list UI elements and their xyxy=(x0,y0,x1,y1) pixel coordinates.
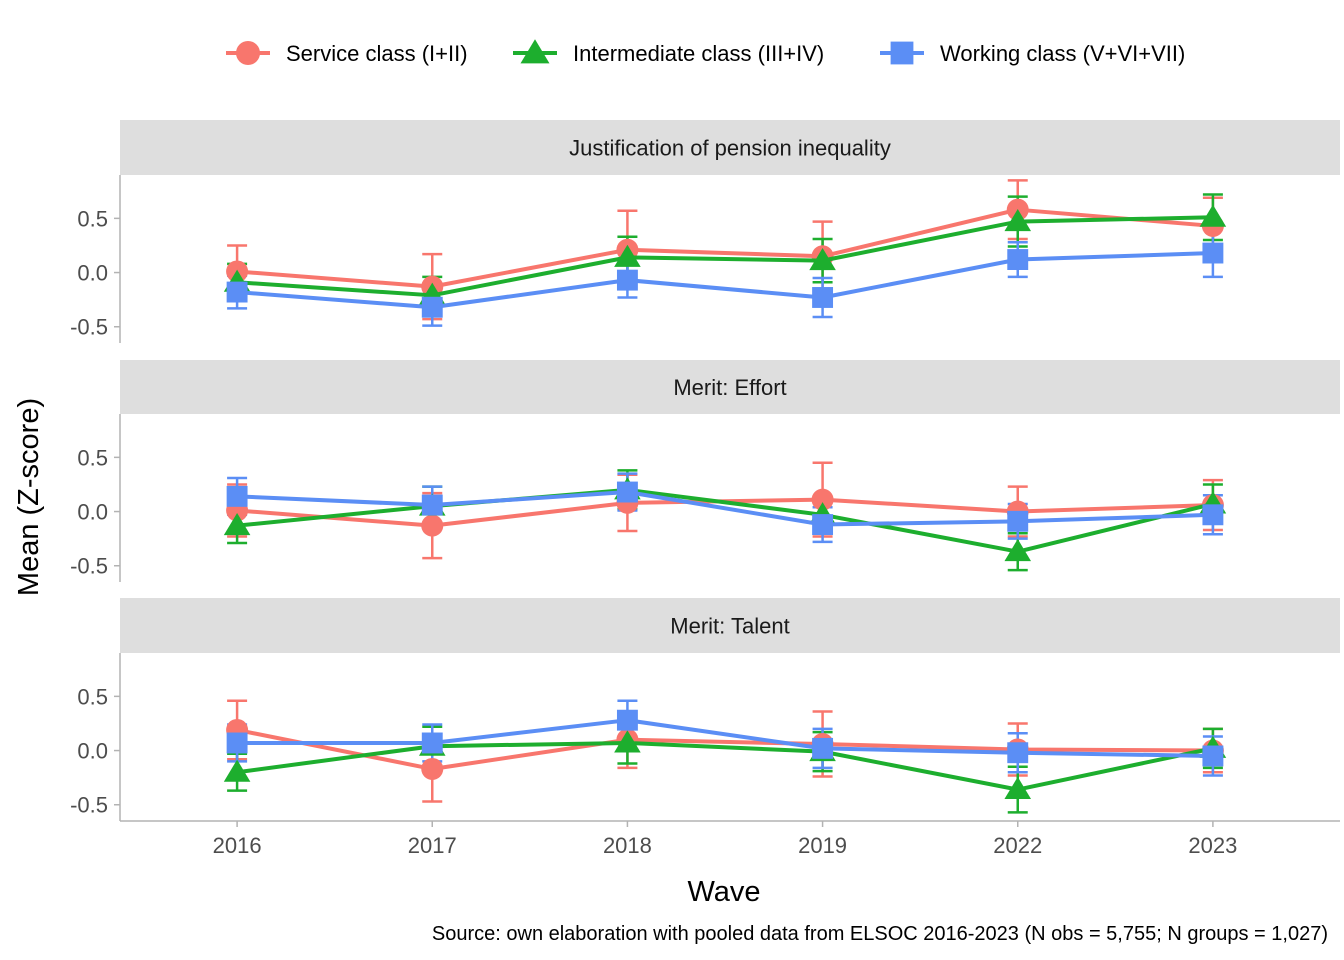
data-point-working-class-v-vi-vii xyxy=(226,485,248,507)
legend-key-marker-intermediate-class-iii-iv xyxy=(520,39,550,64)
series-line-intermediate-class-iii-iv xyxy=(236,740,1214,792)
series-line-working-class-v-vi-vii xyxy=(236,251,1213,310)
x-tick-label: 2018 xyxy=(603,833,652,858)
data-point-working-class-v-vi-vii xyxy=(812,514,834,536)
panel-2: Merit: Effort 0.5 0.0 -0.5 xyxy=(70,360,1340,582)
x-tick-label: 2016 xyxy=(213,833,262,858)
x-tick-label: 2022 xyxy=(993,833,1042,858)
data-point-working-class-v-vi-vii xyxy=(1202,504,1224,526)
legend-label-service-class-i-ii: Service class (I+II) xyxy=(286,41,468,66)
data-point-working-class-v-vi-vii xyxy=(1202,745,1224,767)
data-point-intermediate-class-iii-iv xyxy=(1004,208,1032,232)
series-line-working-class-v-vi-vii xyxy=(237,718,1213,758)
data-point-working-class-v-vi-vii xyxy=(1007,510,1029,532)
legend-label-working-class-v-vi-vii: Working class (V+VI+VII) xyxy=(940,41,1185,66)
data-point-working-class-v-vi-vii xyxy=(421,732,443,754)
data-point-intermediate-class-iii-iv xyxy=(614,730,641,753)
legend-label-intermediate-class-iii-iv: Intermediate class (III+IV) xyxy=(573,41,824,66)
data-point-intermediate-class-iii-iv xyxy=(809,247,836,271)
panel-1: Justification of pension inequality 0.5 0.… xyxy=(70,120,1340,343)
y-tick-label: -0.5 xyxy=(70,315,108,340)
data-point-intermediate-class-iii-iv xyxy=(1004,776,1032,800)
x-axis: 2016 2017 2018 2019 2022 2023 xyxy=(120,820,1340,858)
series-line-service-class-i-ii xyxy=(236,727,1213,771)
data-point-service-class-i-ii xyxy=(421,757,444,780)
chart-panels: Justification of pension inequality 0.5 0.… xyxy=(70,120,1340,821)
data-point-service-class-i-ii xyxy=(811,488,834,511)
panel-strip xyxy=(120,120,1340,175)
panel-strip xyxy=(120,598,1340,653)
y-tick-label: -0.5 xyxy=(70,554,108,579)
panel-title: Justification of pension inequality xyxy=(569,136,891,161)
data-point-service-class-i-ii xyxy=(421,514,444,537)
y-tick-label: 0.5 xyxy=(77,445,108,470)
panel-title: Merit: Effort xyxy=(673,375,786,400)
data-point-working-class-v-vi-vii xyxy=(812,287,834,308)
series-line-working-class-v-vi-vii xyxy=(237,490,1213,527)
chart-caption: Source: own elaboration with pooled data… xyxy=(432,923,1328,945)
legend-key-marker-service-class-i-ii xyxy=(236,41,260,65)
data-point-working-class-v-vi-vii xyxy=(616,269,638,291)
x-tick-label: 2019 xyxy=(798,833,847,858)
y-axis-title: Mean (Z-score) xyxy=(13,398,45,596)
series-line-intermediate-class-iii-iv xyxy=(236,215,1213,298)
legend-key-marker-working-class-v-vi-vii xyxy=(890,41,914,65)
data-point-intermediate-class-iii-iv xyxy=(1004,539,1032,562)
legend: Service class (I+II) Intermediate class (… xyxy=(226,39,1185,66)
data-point-intermediate-class-iii-iv xyxy=(223,512,251,536)
y-tick-label: 0.0 xyxy=(77,500,108,525)
data-point-intermediate-class-iii-iv xyxy=(614,244,641,267)
series-line-intermediate-class-iii-iv xyxy=(236,487,1214,554)
data-point-working-class-v-vi-vii xyxy=(421,296,443,318)
data-point-working-class-v-vi-vii xyxy=(226,732,248,754)
data-point-working-class-v-vi-vii xyxy=(421,494,443,516)
data-point-intermediate-class-iii-iv xyxy=(1199,204,1227,227)
x-tick-label: 2017 xyxy=(408,833,457,858)
y-tick-label: -0.5 xyxy=(70,793,108,818)
y-tick-label: 0.0 xyxy=(77,739,108,764)
x-axis-title: Wave xyxy=(687,876,760,908)
y-tick-label: 0.0 xyxy=(77,261,108,286)
data-point-working-class-v-vi-vii xyxy=(1007,249,1029,270)
y-tick-label: 0.5 xyxy=(77,684,108,709)
series-line-service-class-i-ii xyxy=(236,207,1214,289)
panel-title: Merit: Talent xyxy=(670,614,789,639)
panel-3: Merit: Talent 0.5 0.0 -0.5 xyxy=(70,598,1340,821)
data-point-working-class-v-vi-vii xyxy=(812,737,834,759)
data-point-working-class-v-vi-vii xyxy=(1007,742,1029,764)
data-point-working-class-v-vi-vii xyxy=(1202,242,1224,264)
data-point-working-class-v-vi-vii xyxy=(226,281,248,303)
data-point-intermediate-class-iii-iv xyxy=(223,759,251,782)
data-point-working-class-v-vi-vii xyxy=(616,709,638,731)
x-tick-label: 2023 xyxy=(1188,833,1237,858)
data-point-working-class-v-vi-vii xyxy=(616,481,638,503)
panel-strip xyxy=(120,360,1340,414)
y-tick-label: 0.5 xyxy=(77,206,108,231)
